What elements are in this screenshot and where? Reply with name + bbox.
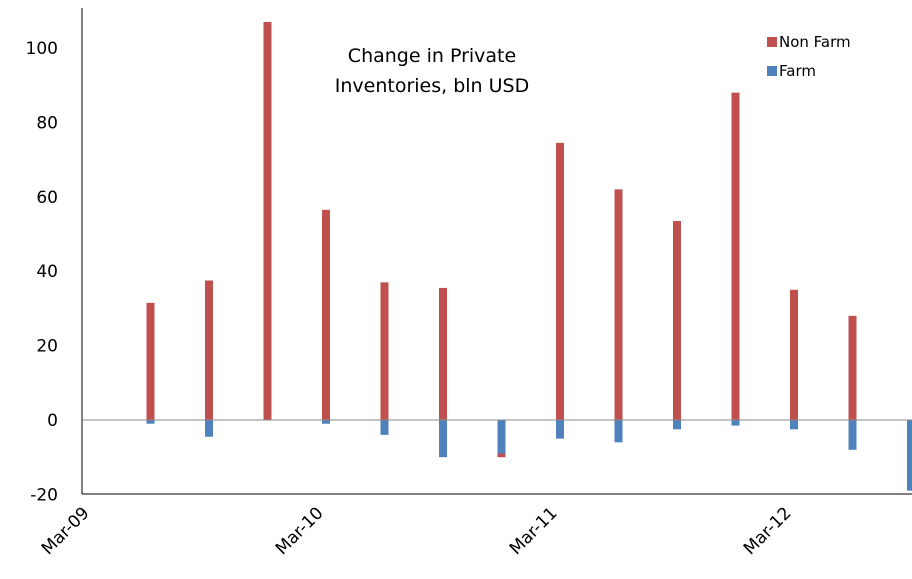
bar-non-farm-sep-10 xyxy=(439,288,447,420)
bar-farm-jun-12 xyxy=(849,420,857,450)
bar-farm-mar-10 xyxy=(322,420,330,424)
bar-non-farm-sep-11 xyxy=(673,221,681,420)
y-tick-label: -20 xyxy=(30,485,58,505)
bar-non-farm-dec-09 xyxy=(264,22,272,420)
x-tick-label: Mar-09 xyxy=(38,503,94,559)
bar-farm-sep-11 xyxy=(673,420,681,429)
bar-non-farm-jun-09 xyxy=(147,303,155,420)
y-tick-label: 40 xyxy=(36,262,58,282)
bar-non-farm-sep-09 xyxy=(205,281,213,421)
bar-farm-mar-12 xyxy=(790,420,798,429)
legend: Non Farm Farm xyxy=(767,33,851,80)
bar-farm-jun-11 xyxy=(615,420,623,442)
x-tick-label: Mar-12 xyxy=(740,503,796,559)
y-tick-label: 60 xyxy=(36,188,58,208)
chart-title-line-1: Change in Private xyxy=(348,45,516,67)
bar-non-farm-mar-10 xyxy=(322,210,330,420)
y-tick-label: 0 xyxy=(47,411,58,431)
bar-farm-mar-11 xyxy=(556,420,564,439)
bar-non-farm-jun-11 xyxy=(615,189,623,420)
bar-farm-dec-11 xyxy=(732,420,740,426)
legend-label-farm: Farm xyxy=(779,62,816,80)
y-tick-label: 100 xyxy=(26,39,58,59)
bar-farm-jun-09 xyxy=(147,420,155,424)
y-tick-label: 80 xyxy=(36,113,58,133)
chart-title: Change in Private Inventories, bln USD xyxy=(335,45,529,97)
bar-farm-dec-10 xyxy=(498,420,506,453)
legend-swatch-farm xyxy=(767,66,777,76)
bar-non-farm-jun-12 xyxy=(849,316,857,420)
chart-title-line-2: Inventories, bln USD xyxy=(335,75,529,97)
x-tick-label: Mar-11 xyxy=(506,503,562,559)
y-tick-label: 20 xyxy=(36,337,58,357)
legend-swatch-non-farm xyxy=(767,37,777,47)
bar-non-farm-jun-10 xyxy=(381,282,389,420)
bar-non-farm-mar-12 xyxy=(790,290,798,420)
legend-label-non-farm: Non Farm xyxy=(779,33,851,51)
x-tick-label: Mar-10 xyxy=(272,503,328,559)
bar-farm-jun-10 xyxy=(381,420,389,435)
bar-non-farm-dec-11 xyxy=(732,93,740,420)
bar-farm-sep-09 xyxy=(205,420,213,437)
bar-farm-sep-12 xyxy=(907,420,912,491)
bar-non-farm-mar-11 xyxy=(556,143,564,420)
bar-farm-sep-10 xyxy=(439,420,447,457)
